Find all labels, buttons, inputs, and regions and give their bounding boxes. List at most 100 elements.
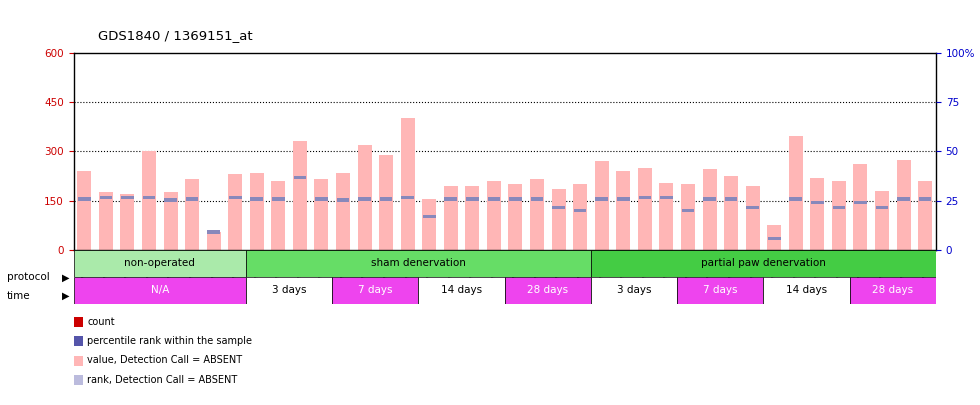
Bar	[293, 141, 307, 250]
Bar	[418, 277, 505, 304]
Bar	[617, 197, 629, 200]
Bar	[271, 181, 285, 250]
Bar	[875, 191, 889, 250]
Bar	[294, 176, 306, 179]
Bar	[789, 136, 803, 250]
Bar	[207, 232, 220, 250]
Bar	[591, 277, 677, 304]
Text: GDS1840 / 1369151_at: GDS1840 / 1369151_at	[98, 30, 253, 43]
Bar	[616, 171, 630, 250]
Bar	[422, 199, 436, 250]
Text: ▶: ▶	[62, 273, 70, 282]
Text: ▶: ▶	[62, 291, 70, 301]
Bar	[229, 196, 241, 199]
Bar	[591, 250, 936, 277]
Bar	[74, 277, 246, 304]
Bar	[747, 206, 759, 209]
Text: 7 days: 7 days	[358, 285, 393, 295]
Bar	[595, 161, 609, 250]
Bar	[250, 173, 264, 250]
Bar	[228, 174, 242, 250]
Bar	[574, 209, 586, 212]
Text: rank, Detection Call = ABSENT: rank, Detection Call = ABSENT	[87, 375, 237, 385]
Bar	[767, 225, 781, 250]
Bar	[423, 215, 435, 218]
Bar	[185, 179, 199, 250]
Text: protocol: protocol	[7, 273, 50, 282]
Bar	[100, 196, 112, 199]
Bar	[681, 184, 695, 250]
Bar	[336, 173, 350, 250]
Bar	[855, 200, 866, 204]
Bar	[897, 160, 910, 250]
Bar	[505, 277, 591, 304]
Bar	[746, 186, 760, 250]
Text: partial paw denervation: partial paw denervation	[701, 258, 826, 269]
Text: count: count	[87, 317, 115, 326]
Bar	[661, 196, 672, 199]
Text: non-operated: non-operated	[124, 258, 195, 269]
Bar	[186, 197, 198, 200]
Bar	[876, 206, 888, 209]
Bar	[251, 197, 263, 200]
Bar	[639, 196, 651, 199]
Bar	[510, 197, 521, 200]
Bar	[918, 181, 932, 250]
Text: 14 days: 14 days	[441, 285, 482, 295]
Bar	[487, 181, 501, 250]
Bar	[725, 197, 737, 200]
Bar	[444, 186, 458, 250]
Bar	[596, 197, 608, 200]
Bar	[919, 197, 931, 200]
Text: 14 days: 14 days	[786, 285, 827, 295]
Bar	[509, 184, 522, 250]
Bar	[121, 194, 134, 250]
Bar	[99, 192, 113, 250]
Text: value, Detection Call = ABSENT: value, Detection Call = ABSENT	[87, 356, 242, 365]
Bar	[466, 197, 478, 200]
Bar	[552, 189, 565, 250]
Text: N/A: N/A	[151, 285, 169, 295]
Bar	[74, 250, 246, 277]
Bar	[316, 197, 327, 200]
Text: 28 days: 28 days	[527, 285, 568, 295]
Bar	[660, 183, 673, 250]
Bar	[272, 197, 284, 200]
Text: percentile rank within the sample: percentile rank within the sample	[87, 336, 252, 346]
Bar	[833, 206, 845, 209]
Bar	[358, 145, 371, 250]
Bar	[246, 250, 591, 277]
Bar	[810, 178, 824, 250]
Bar	[379, 155, 393, 250]
Bar	[402, 196, 414, 199]
Bar	[898, 197, 909, 200]
Bar	[811, 200, 823, 204]
Bar	[401, 118, 415, 250]
Bar	[337, 198, 349, 202]
Text: sham denervation: sham denervation	[371, 258, 466, 269]
Bar	[530, 179, 544, 250]
Bar	[332, 277, 418, 304]
Bar	[850, 277, 936, 304]
Bar	[142, 151, 156, 250]
Bar	[704, 197, 715, 200]
Bar	[466, 186, 479, 250]
Bar	[488, 197, 500, 200]
Text: 3 days: 3 days	[616, 285, 652, 295]
Text: time: time	[7, 291, 30, 301]
Bar	[165, 198, 176, 202]
Text: 7 days: 7 days	[703, 285, 738, 295]
Bar	[164, 192, 177, 250]
Text: 28 days: 28 days	[872, 285, 913, 295]
Bar	[573, 184, 587, 250]
Bar	[703, 169, 716, 250]
Bar	[77, 171, 91, 250]
Bar	[682, 209, 694, 212]
Bar	[78, 197, 90, 200]
Bar	[677, 277, 763, 304]
Bar	[143, 196, 155, 199]
Text: 3 days: 3 days	[271, 285, 307, 295]
Bar	[208, 230, 220, 234]
Bar	[445, 197, 457, 200]
Bar	[359, 197, 370, 200]
